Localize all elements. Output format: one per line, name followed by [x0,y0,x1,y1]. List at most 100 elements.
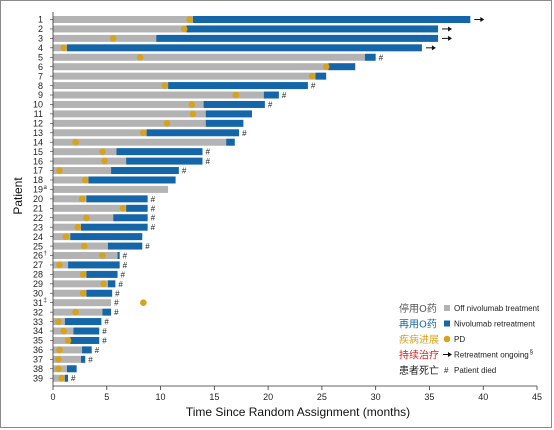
legend-swatch-retreat [444,320,450,327]
bar-off-patient-21 [53,204,127,212]
patient-label-36: 36 [33,345,43,355]
pd-marker-patient-3 [109,35,117,42]
died-marker-patient-29: # [118,280,123,289]
bar-retreat-patient-1 [192,16,471,23]
pd-marker-patient-7 [308,72,316,80]
bar-off-patient-20 [53,195,87,203]
died-marker-patient-35: # [102,336,107,345]
bar-off-patient-11 [53,110,206,118]
bar-off-patient-18 [53,176,89,184]
died-marker-patient-36: # [95,346,100,355]
patient-label-31: 31 [33,298,43,308]
patient-label-39: 39 [33,373,43,383]
bar-off-patient-16 [53,157,127,165]
bar-off-patient-8 [53,82,169,90]
pd-marker-patient-36 [56,346,63,354]
patient-label-32: 32 [33,307,43,317]
bar-off-patient-19 [53,185,169,193]
patient-label-21: 21 [33,204,43,214]
pd-marker-patient-5 [136,53,144,61]
died-marker-patient-21: # [151,204,156,213]
patient-label-13: 13 [33,128,43,138]
pd-marker-patient-35 [64,337,72,344]
pd-marker-patient-21 [119,205,127,212]
x-tick-label-10: 10 [156,392,166,402]
pd-marker-patient-18 [81,176,89,184]
legend-swatch-off [444,305,450,311]
died-marker-patient-28: # [121,270,126,279]
bar-off-patient-6 [53,63,329,71]
patient-label-5: 5 [38,52,43,62]
x-tick-label-40: 40 [478,392,488,402]
patient-markers: ########################## [55,16,485,383]
patient-label-27: 27 [33,260,43,270]
bar-off-patient-9 [53,91,264,99]
died-marker-patient-8: # [311,82,316,91]
patient-label-20: 20 [33,194,43,204]
patient-label-16: 16 [33,156,43,166]
pd-marker-patient-38 [55,365,62,373]
died-marker-patient-27: # [123,261,128,270]
bar-off-patient-36 [53,346,83,354]
bar-retreat-patient-10 [203,100,265,108]
died-marker-patient-23: # [151,223,156,232]
pd-marker-patient-13 [140,129,147,137]
patient-label-29: 29 [33,279,43,289]
x-tick-label-5: 5 [104,392,109,402]
bar-off-patient-5 [53,53,365,61]
bar-off-patient-2 [53,25,187,33]
died-marker-patient-10: # [268,100,273,109]
pd-marker-patient-34 [60,327,68,335]
bar-off-patient-15 [53,148,117,156]
died-marker-patient-34: # [102,327,107,336]
died-marker-patient-30: # [115,289,120,298]
pd-marker-patient-11 [189,110,197,118]
bar-off-patient-3 [53,34,157,42]
patient-label-28: 28 [33,270,43,280]
died-marker-patient-13: # [242,129,247,138]
patient-label-11: 11 [34,109,43,119]
legend-en-off: Off nivolumab treatment [454,304,540,313]
x-tick-label-45: 45 [532,392,542,402]
bar-retreat-patient-3 [156,34,439,42]
bar-retreat-patient-9 [263,91,279,99]
bar-retreat-patient-30 [86,289,113,297]
patient-label-30: 30 [33,288,43,298]
ongoing-arrow-head-patient-4 [431,45,436,51]
bar-retreat-patient-8 [168,82,308,90]
bar-off-patient-1 [53,16,193,23]
bar-retreat-patient-25 [107,242,143,250]
pd-marker-patient-30 [79,289,87,297]
bar-retreat-patient-22 [113,214,148,222]
bar-retreat-patient-18 [88,176,176,184]
bar-retreat-patient-11 [205,110,252,118]
pd-marker-patient-16 [101,157,108,165]
y-axis-title: Patient [11,177,25,215]
bar-retreat-patient-28 [86,270,118,278]
bar-off-patient-7 [53,72,316,80]
legend-en-ongoing: Retreatment ongoing [454,351,529,360]
bar-retreat-patient-35 [70,336,100,344]
pd-marker-patient-8 [161,82,169,89]
bar-retreat-patient-2 [186,25,439,33]
pd-marker-patient-12 [163,120,171,127]
patient-label-22: 22 [33,213,43,223]
pd-marker-patient-37 [55,356,62,363]
patient-label-34: 34 [33,326,43,336]
bar-retreat-patient-36 [82,346,92,354]
died-marker-patient-39: # [71,374,76,383]
bar-off-patient-28 [53,270,87,278]
patient-label-37: 37 [33,355,43,365]
died-marker-patient-20: # [151,195,156,204]
patient-label-14: 14 [33,137,43,147]
bar-retreat-patient-7 [315,72,327,80]
bar-off-patient-17 [53,167,112,175]
bar-off-patient-23 [53,223,81,231]
legend-hash: # [444,366,449,375]
bar-off-patient-14 [53,138,227,146]
ongoing-arrow-head-patient-3 [448,35,453,41]
bar-retreat-patient-17 [111,167,179,175]
patient-label-sup-31: ‡ [44,298,47,304]
